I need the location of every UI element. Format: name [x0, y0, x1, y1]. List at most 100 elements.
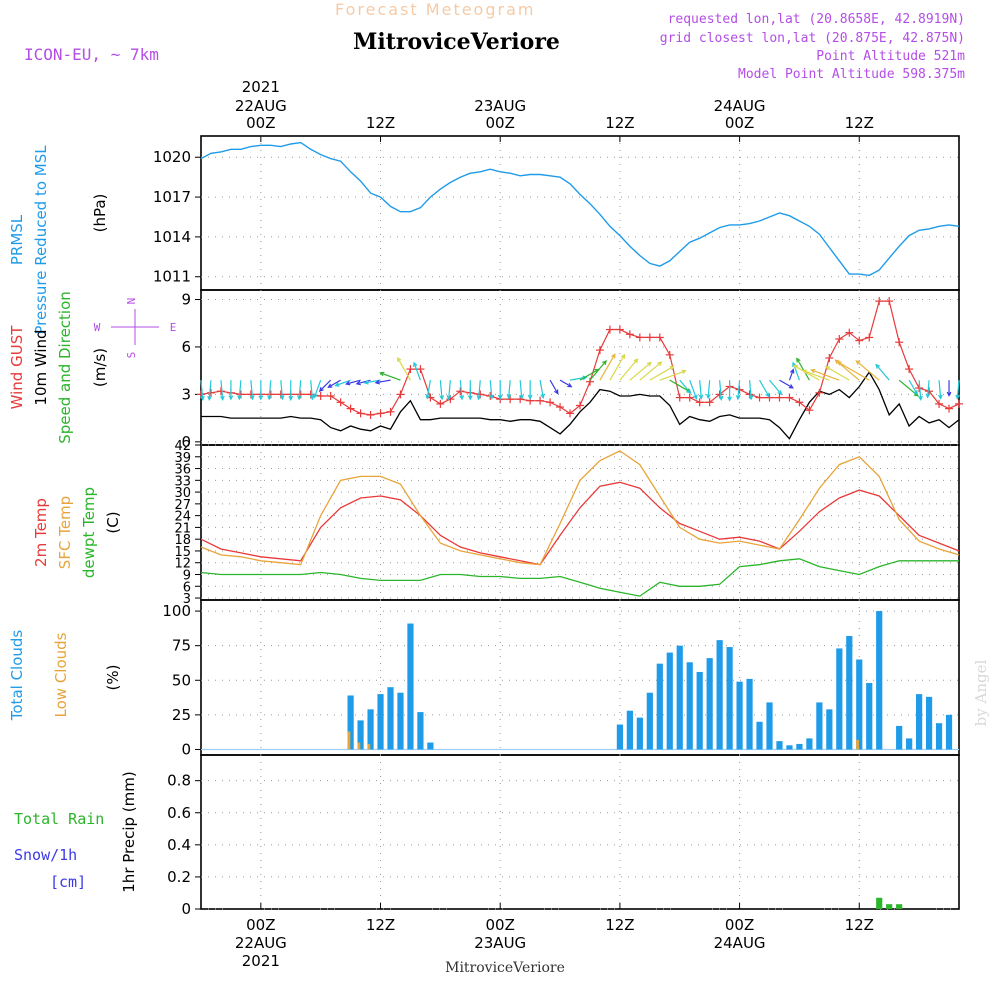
- temperature-line: [200, 450, 960, 566]
- wind-arrow-shaft: [649, 365, 674, 381]
- wind-arrow-head: [345, 380, 351, 386]
- wind-arrow-head: [200, 395, 205, 401]
- total-cloud-bar: [916, 694, 923, 750]
- wind-arrow-shaft: [689, 379, 697, 399]
- total-cloud-bar: [945, 714, 953, 750]
- total-cloud-bar: [676, 645, 683, 750]
- wind-arrow-shaft: [748, 380, 752, 400]
- wind-arrow-head: [207, 395, 212, 401]
- wind-gust-point: [336, 398, 345, 407]
- snow-unit-label: [cm]: [50, 873, 86, 891]
- wind-arrow: [279, 380, 285, 401]
- total-cloud-bar: [626, 710, 633, 750]
- panel-frames: [200, 135, 960, 910]
- low-cloud-bar: [367, 743, 371, 750]
- data-series: [197, 141, 963, 910]
- wind-arrow-head: [425, 394, 431, 400]
- wind-arrow-head: [527, 394, 533, 400]
- y-tick-label: 75: [172, 637, 191, 655]
- wind-arrow: [955, 380, 961, 400]
- wind-arrow: [237, 380, 242, 401]
- y-axes: 1011101410171020036936912151821242730333…: [153, 148, 201, 918]
- wind-arrow-shaft: [519, 380, 523, 399]
- y-tick-label: 0: [181, 433, 191, 451]
- wind-gust-point: [546, 398, 555, 407]
- panel-axis-label: Speed and Direction: [56, 291, 74, 444]
- wind-arrow: [345, 379, 361, 386]
- y-tick-label: 9: [181, 290, 191, 308]
- temperature-line: [200, 558, 959, 597]
- wind-arrow-head: [646, 361, 652, 367]
- wind-arrow-head: [540, 393, 545, 399]
- wind-arrow-shaft: [956, 380, 960, 399]
- wind-gust-point: [566, 409, 575, 418]
- bottom-time-label: 00Z: [486, 916, 515, 934]
- wind-arrow: [539, 380, 545, 399]
- wind-arrow-shaft: [310, 380, 313, 400]
- wind-arrow-shaft: [779, 379, 794, 389]
- wind-arrow-shaft: [589, 360, 607, 381]
- wind-arrow-shaft: [769, 379, 782, 395]
- bottom-time-label: 12Z: [366, 916, 395, 934]
- total-cloud-bar: [716, 640, 723, 750]
- wind-arrow: [801, 369, 830, 381]
- wind-arrow: [918, 380, 923, 401]
- wind-arrow-shaft: [508, 380, 511, 398]
- wind-arrow-head: [476, 395, 482, 401]
- top-year-label: 2021: [242, 78, 280, 96]
- total-cloud-bar: [856, 659, 863, 750]
- wind-arrow: [374, 379, 391, 385]
- wind-arrow: [318, 379, 332, 392]
- total-cloud-bar: [387, 687, 394, 750]
- wind-arrow: [467, 380, 473, 401]
- panel-frame-1: [200, 289, 960, 446]
- wind-gust-point: [885, 297, 894, 306]
- wind-arrow-shaft: [448, 380, 451, 400]
- wind-arrow: [446, 380, 452, 401]
- top-time-label: 12Z: [366, 114, 395, 132]
- wind-arrow-shaft: [759, 379, 770, 397]
- wind-arrow-head: [686, 388, 692, 394]
- low-cloud-bar: [856, 739, 859, 750]
- wind-arrow-shaft: [629, 362, 652, 381]
- wind-gust-point: [695, 398, 704, 407]
- wind-arrow: [413, 361, 421, 381]
- panel-frame-0: [200, 135, 960, 291]
- total-cloud-bar: [347, 695, 354, 750]
- ghost-title: Forecast Meteogram: [335, 0, 535, 19]
- wind-gust-point: [845, 328, 854, 337]
- total-cloud-bar: [816, 702, 823, 750]
- wind-arrow-head: [620, 353, 626, 359]
- bottom-time-label: 22AUG: [235, 934, 287, 952]
- total-cloud-bar: [806, 738, 813, 750]
- wind-arrow: [706, 380, 711, 400]
- wind-arrow-shaft: [549, 379, 559, 394]
- total-cloud-bar: [756, 721, 763, 750]
- wind-gust-point: [576, 401, 584, 410]
- temperature-line: [200, 481, 960, 566]
- y-tick-label: 3: [181, 385, 191, 403]
- total-cloud-bar: [746, 678, 753, 750]
- wind-arrow-shaft: [380, 372, 401, 381]
- wind-arrow: [589, 359, 607, 381]
- total-cloud-bar: [925, 696, 933, 750]
- y-tick-label: 100: [162, 602, 191, 620]
- y-tick-label: 6: [183, 580, 191, 595]
- y-tick-label: 1014: [153, 228, 191, 246]
- wind-arrow-shaft: [793, 365, 820, 381]
- point-altitude: Point Altitude 521m: [816, 49, 965, 64]
- wind-arrow: [334, 379, 351, 387]
- top-time-label: 22AUG: [235, 97, 287, 115]
- wind-gust-point: [905, 365, 914, 374]
- panel-frame-4: [200, 754, 960, 910]
- wind-arrow: [599, 353, 616, 381]
- total-cloud-bar: [646, 692, 653, 750]
- wind-arrow-head: [801, 369, 808, 374]
- wind-arrow-shaft: [938, 380, 942, 399]
- wind-arrow-shaft: [200, 380, 204, 400]
- panel-axis-label: (m/s): [91, 348, 109, 387]
- wind-arrow-head: [396, 356, 402, 363]
- wind-arrow: [679, 379, 692, 394]
- wind-speed-line: [201, 370, 960, 440]
